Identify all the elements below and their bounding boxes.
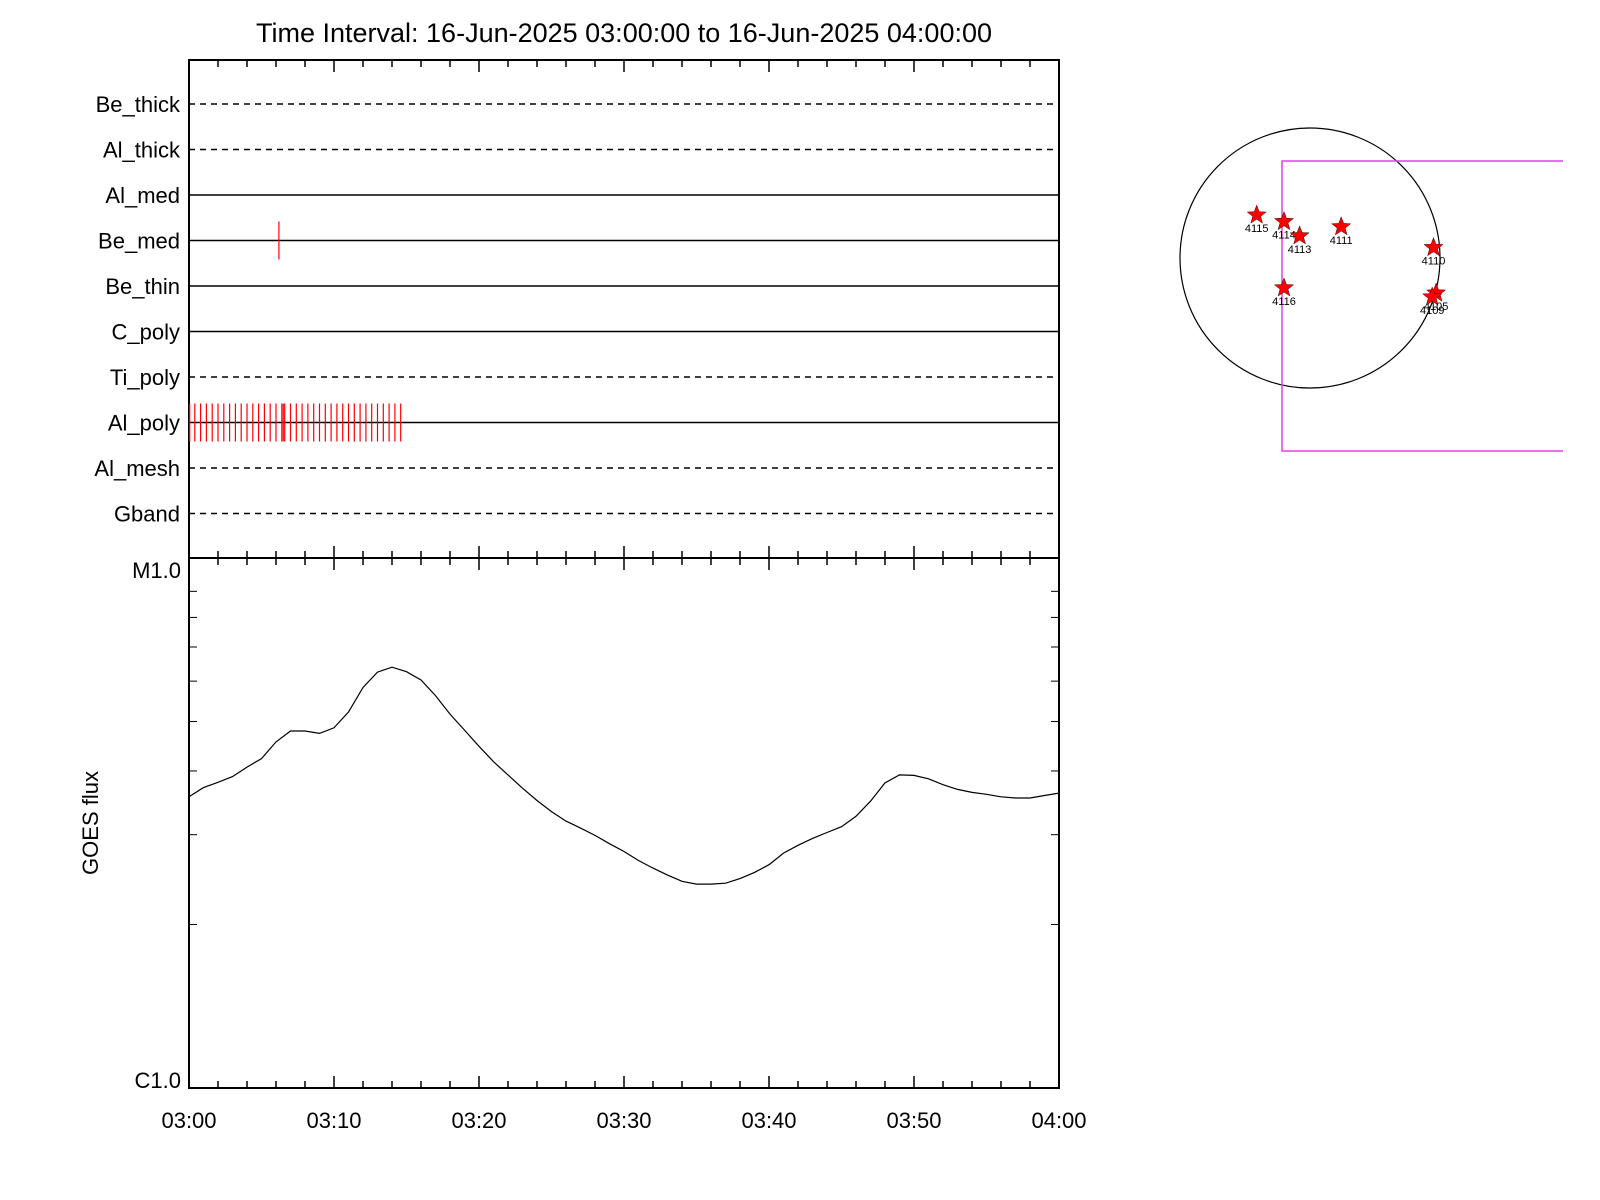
goes-flux-line bbox=[188, 666, 1060, 885]
timeline-row-label: Be_med bbox=[98, 229, 180, 254]
active-region-label: 4109 bbox=[1420, 305, 1444, 317]
x-tick-label: 03:40 bbox=[741, 1108, 796, 1133]
active-region-label: 4110 bbox=[1422, 256, 1446, 268]
active-region-star bbox=[1289, 225, 1310, 245]
active-region-label: 4111 bbox=[1330, 235, 1353, 247]
active-region-star bbox=[1273, 211, 1295, 231]
y-tick-label: M1.0 bbox=[132, 558, 181, 583]
goes-ylabel: GOES flux bbox=[78, 771, 103, 875]
field-of-view-box bbox=[1281, 160, 1563, 452]
solar-limb bbox=[1179, 127, 1441, 389]
timeline-row-label: Gband bbox=[114, 502, 180, 527]
goes-flux-panel: GOES flux M1.0 C1.0 03:00 03:10 03:20 03:30… bbox=[78, 557, 1087, 1133]
y-tick-label: C1.0 bbox=[135, 1068, 181, 1093]
goes-frame bbox=[188, 557, 1060, 1089]
x-tick-label: 03:20 bbox=[451, 1108, 506, 1133]
x-tick-label: 04:00 bbox=[1031, 1108, 1086, 1133]
active-region-star bbox=[1422, 286, 1443, 306]
active-region-star bbox=[1423, 237, 1444, 257]
timeline-row-label: Al_med bbox=[105, 183, 180, 208]
active-region-star bbox=[1246, 204, 1267, 224]
timeline-row-label: Be_thin bbox=[105, 274, 180, 299]
active-region-label: 4105 bbox=[1424, 301, 1448, 313]
active-region-star bbox=[1331, 216, 1352, 236]
timeline-row-label: Al_mesh bbox=[94, 456, 180, 481]
timeline-row-label: Be_thick bbox=[96, 92, 181, 117]
timeline-row-label: Al_thick bbox=[103, 138, 181, 163]
timeline-row-label: Ti_poly bbox=[110, 365, 180, 390]
timeline-row-label: C_poly bbox=[112, 320, 180, 345]
timeline-frame bbox=[188, 59, 1060, 559]
chart-title: Time Interval: 16-Jun-2025 03:00:00 to 1… bbox=[256, 18, 992, 48]
active-region-label: 4113 bbox=[1288, 244, 1312, 256]
timeline-row-label: Al_poly bbox=[108, 411, 180, 436]
timeline-panel: Be_thick Al_thick Al_med Be_med Be_thin C_pol… bbox=[94, 59, 1060, 1088]
x-tick-label: 03:00 bbox=[161, 1108, 216, 1133]
x-tick-label: 03:30 bbox=[596, 1108, 651, 1133]
active-region-label: 4116 bbox=[1272, 296, 1296, 308]
x-tick-label: 03:50 bbox=[886, 1108, 941, 1133]
active-region-star bbox=[1273, 277, 1295, 297]
active-region-label: 4115 bbox=[1245, 223, 1269, 235]
active-region-label: 4114 bbox=[1272, 230, 1296, 242]
x-tick-label: 03:10 bbox=[306, 1108, 361, 1133]
